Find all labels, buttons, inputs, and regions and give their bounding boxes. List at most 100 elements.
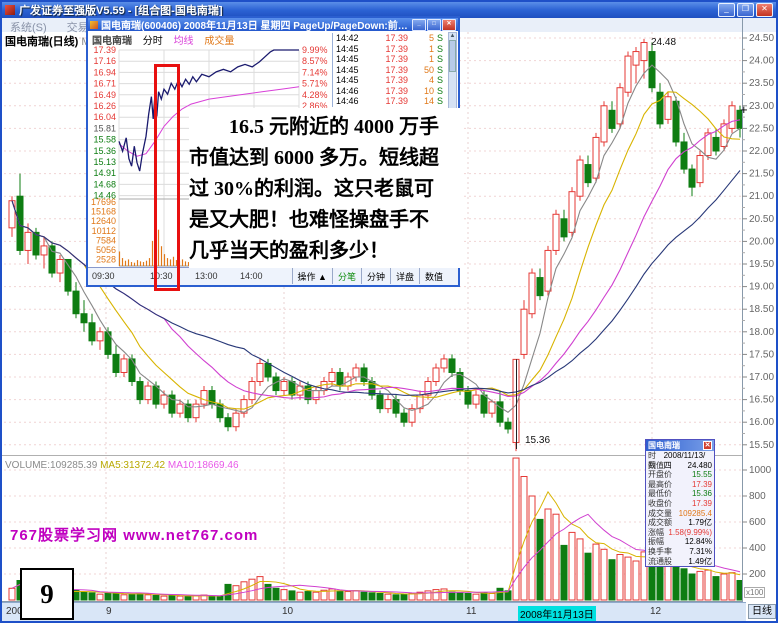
svg-text:21.00: 21.00 — [749, 191, 774, 202]
time-label-0930: 09:30 — [92, 271, 115, 281]
average-price-line — [118, 86, 300, 157]
svg-text:14.46: 14.46 — [93, 191, 116, 201]
volume-header: VOLUME:109285.39 MA5:31372.42 MA10:18669… — [5, 460, 239, 471]
annotation-box: 16.5 元附近的 4000 万手 市值达到 6000 多万。短线超 过 30%… — [189, 108, 461, 268]
period-label[interactable]: 日线 — [748, 604, 776, 619]
svg-text:21.50: 21.50 — [749, 169, 774, 180]
trade-row[interactable]: 14:45 17.39 1 S — [336, 54, 443, 64]
annotation-line: 是又大肥！也难怪操盘手不 — [189, 209, 429, 231]
info-panel-titlebar[interactable]: 国电南瑞 ✕ — [646, 440, 714, 451]
intraday-minimize-button[interactable]: _ — [412, 18, 426, 31]
svg-text:7.14%: 7.14% — [302, 67, 328, 77]
app-logo-icon — [5, 5, 15, 15]
trade-row[interactable]: 14:45 17.39 1 S — [336, 43, 443, 54]
tab-operate[interactable]: 操作 ▲ — [291, 268, 332, 284]
scrollbar-thumb[interactable] — [449, 40, 456, 72]
svg-text:17.39: 17.39 — [93, 45, 116, 55]
svg-text:20.50: 20.50 — [749, 214, 774, 225]
main-titlebar[interactable]: 广发证券至强版V5.59 - [组合图-国电南瑞] _ ❐ ✕ — [2, 2, 776, 18]
trade-row[interactable]: 14:42 17.39 5 S — [336, 33, 443, 43]
svg-text:2528: 2528 — [96, 255, 116, 265]
svg-text:23.00: 23.00 — [749, 101, 774, 112]
svg-text:15.58: 15.58 — [93, 135, 116, 145]
volume-value-label: VOLUME:109285.39 — [5, 460, 98, 471]
intraday-legend: 国电南瑞 分时 均线 成交量 — [92, 32, 234, 47]
info-panel-title: 国电南瑞 — [648, 441, 680, 450]
minute-price-line — [118, 49, 299, 172]
intraday-tabs: 操作 ▲ 分笔 分钟 详盘 数值 — [291, 268, 448, 284]
svg-text:14.68: 14.68 — [93, 179, 116, 189]
info-panel-close-icon[interactable]: ✕ — [703, 441, 712, 450]
svg-text:5.71%: 5.71% — [302, 79, 328, 89]
svg-text:18.50: 18.50 — [749, 304, 774, 315]
trade-row[interactable]: 14:45 17.39 4 S — [336, 75, 443, 85]
info-row: 开盘价 15.55 — [648, 470, 712, 480]
intraday-maximize-button[interactable]: □ — [427, 18, 441, 31]
info-row: 成交额 1.79亿 — [648, 518, 712, 528]
watermark-text: 767股票学习网 www.net767.com — [10, 527, 259, 544]
restore-button[interactable]: ❐ — [737, 3, 754, 17]
svg-text:9.99%: 9.99% — [302, 45, 328, 55]
intraday-close-button[interactable]: ✕ — [442, 18, 456, 31]
svg-text:16.26: 16.26 — [93, 101, 116, 111]
window-title: 广发证券至强版V5.59 - [组合图-国电南瑞] — [19, 5, 223, 17]
stock-name-label: 国电南瑞(日线) — [5, 36, 79, 48]
svg-text:800: 800 — [749, 491, 766, 502]
svg-text:15.50: 15.50 — [749, 440, 774, 451]
tab-detail[interactable]: 详盘 — [389, 268, 419, 284]
info-row: 数值 24.480 — [648, 460, 712, 470]
volume-ma10-label: MA10:18669.46 — [167, 460, 239, 471]
svg-text:12640: 12640 — [91, 216, 116, 226]
trade-row[interactable]: 14:46 17.39 14 S — [336, 96, 443, 106]
tab-values[interactable]: 数值 — [418, 268, 448, 284]
svg-text:17.50: 17.50 — [749, 349, 774, 360]
svg-text:24.00: 24.00 — [749, 56, 774, 67]
minimize-button[interactable]: _ — [718, 3, 735, 17]
svg-text:5056: 5056 — [96, 245, 116, 255]
info-row: 收盘价 17.39 — [648, 498, 712, 508]
intraday-window-icon — [90, 20, 98, 29]
chart-title-label: 国电南瑞(日线) MA5:18. — [5, 33, 87, 49]
trade-row[interactable]: 14:46 17.39 10 S — [336, 85, 443, 96]
time-label-1030: 10:30 — [150, 271, 173, 281]
svg-text:16.49: 16.49 — [93, 90, 116, 100]
tab-tick[interactable]: 分笔 — [331, 268, 361, 284]
legend-minute-line[interactable]: 分时 — [142, 36, 163, 47]
info-row: 振幅 12.84% — [648, 537, 712, 547]
svg-text:24.50: 24.50 — [749, 33, 774, 44]
page-number-box: 9 — [20, 568, 74, 620]
peak-price-label: 24.48 — [651, 37, 677, 48]
annotation-line: 16.5 元附近的 4000 万手 — [189, 116, 439, 138]
volume-multiplier-label: x100 — [744, 587, 766, 598]
svg-text:16.71: 16.71 — [93, 79, 116, 89]
date-axis-label: 11 — [466, 606, 477, 617]
date-axis-label: 9 — [106, 606, 112, 617]
svg-text:16.50: 16.50 — [749, 395, 774, 406]
info-row: 时间 2008/11/13/四 — [648, 451, 706, 470]
svg-text:17696: 17696 — [91, 197, 116, 207]
svg-text:7584: 7584 — [96, 235, 116, 245]
tab-minute[interactable]: 分钟 — [360, 268, 390, 284]
info-row: 最低价 15.36 — [648, 489, 712, 499]
close-button[interactable]: ✕ — [756, 3, 773, 17]
selected-date-label: 2008年11月13日 — [518, 606, 596, 621]
info-row: 最高价 17.39 — [648, 479, 712, 489]
svg-text:15.36: 15.36 — [93, 146, 116, 156]
menu-item-system[interactable]: 系统(S) — [10, 22, 47, 34]
svg-text:400: 400 — [749, 543, 766, 554]
svg-text:17.00: 17.00 — [749, 372, 774, 383]
intraday-titlebar[interactable]: 国电南瑞(600406) 2008年11月13日 星期四 PageUp/Page… — [88, 18, 458, 31]
price-axis: 24.50 24.00 23.50 23.00 22.50 22.00 21.50 21.00… — [742, 33, 774, 580]
svg-text:20.00: 20.00 — [749, 236, 774, 247]
time-label-1300: 13:00 — [195, 271, 218, 281]
crosshair-cursor: + — [740, 102, 748, 117]
svg-text:1000: 1000 — [749, 465, 772, 476]
svg-text:10112: 10112 — [92, 226, 116, 236]
svg-text:22.00: 22.00 — [749, 146, 774, 157]
trade-row[interactable]: 14:45 17.39 50 S — [336, 64, 443, 75]
legend-volume[interactable]: 成交量 — [204, 36, 235, 47]
legend-avg-line[interactable]: 均线 — [173, 36, 194, 47]
date-axis: 2008 9 10 11 2008年11月13日 12 — [2, 602, 746, 621]
time-label-1400: 14:00 — [240, 271, 263, 281]
